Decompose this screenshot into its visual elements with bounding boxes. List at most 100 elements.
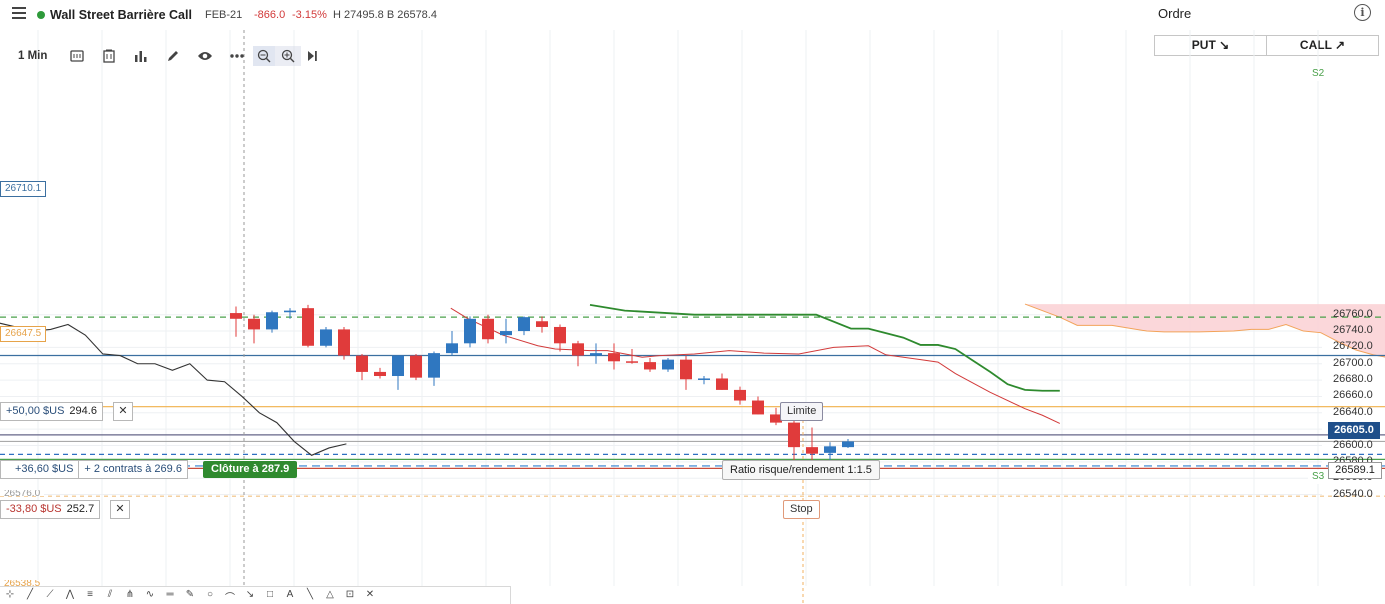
candle-body <box>590 353 602 356</box>
candle-body <box>320 329 332 346</box>
axis-tick-label: 26540.0 <box>1333 487 1373 500</box>
chart-type-icon[interactable] <box>61 46 93 66</box>
stop-tag[interactable]: Stop <box>783 500 820 519</box>
candle-body <box>374 371 386 377</box>
info-icon[interactable]: i <box>1354 4 1371 21</box>
price-change-pct: -3.15% <box>292 9 327 21</box>
s2-label: S2 <box>1308 67 1329 81</box>
green-moving-average <box>589 304 1060 392</box>
candle-body <box>446 343 458 354</box>
arrow-tool-icon[interactable]: ↘ <box>245 588 255 600</box>
position-pnl: +36,60 $US <box>15 463 74 475</box>
candle-body <box>608 353 620 362</box>
candle-body <box>266 312 278 330</box>
order-panel-title: Ordre <box>1158 6 1192 21</box>
candle-body <box>482 318 494 340</box>
market-open-indicator <box>37 11 45 19</box>
candle-body <box>626 361 638 363</box>
candle-body <box>428 353 440 378</box>
triangle-tool-icon[interactable]: △ <box>326 588 334 600</box>
indicators-icon[interactable] <box>125 46 157 66</box>
fib-tool-icon[interactable]: ≡ <box>87 588 93 600</box>
candle-body <box>500 331 512 336</box>
instrument-name[interactable]: Wall Street Barrière Call <box>50 8 192 22</box>
position-box[interactable]: +36,60 $US + 2 contrats à 269.6 <box>0 460 188 479</box>
candle-body <box>752 400 764 415</box>
close-position-button[interactable]: Clôture à 287.9 <box>203 461 298 478</box>
high-low-label: H 27495.8 B 26578.4 <box>333 9 437 21</box>
line-tool-icon[interactable]: ╲ <box>306 588 314 600</box>
candle-body <box>824 446 836 453</box>
template-icon[interactable] <box>93 46 125 66</box>
zoom-out-icon[interactable] <box>253 46 276 66</box>
candle-body <box>248 318 260 330</box>
hamburger-menu-icon[interactable] <box>12 7 26 19</box>
cursor-tool-icon[interactable]: ⊹ <box>5 588 15 600</box>
measure-tool-icon[interactable]: ═ <box>166 588 174 600</box>
channel-tool-icon[interactable]: ⫽ <box>107 588 113 600</box>
text-tool-icon[interactable]: A <box>286 588 294 600</box>
rectangle-tool-icon[interactable]: □ <box>266 588 274 600</box>
orange-level-tag[interactable]: 26647.5 <box>0 326 47 342</box>
current-price-badge: 26605.0 <box>1328 422 1380 439</box>
blue-level-tag[interactable]: 26710.1 <box>0 181 47 197</box>
ellipse-tool-icon[interactable]: ○ <box>206 588 214 600</box>
eye-icon[interactable] <box>189 46 221 66</box>
stop-pnl: -33,80 $US <box>6 503 62 515</box>
candle-body <box>806 447 818 454</box>
limit-close-button[interactable]: ✕ <box>113 402 133 421</box>
drawing-toolbar: ⊹ ╱ ⟋ ⋀ ≡ ⫽ ⋔ ∿ ═ ✎ ○ ⌒ ↘ □ A ╲ △ ⊡ ✕ <box>0 586 511 604</box>
jump-to-end-icon[interactable] <box>301 46 323 66</box>
limit-pnl: +50,00 $US <box>6 405 65 417</box>
axis-tick-label: 26680.0 <box>1333 373 1373 386</box>
limit-order-box[interactable]: +50,00 $US 294.6 <box>0 402 103 421</box>
candle-body <box>230 313 242 319</box>
black-moving-average <box>0 322 347 456</box>
zoom-in-icon[interactable] <box>275 46 302 66</box>
chart-toolbar: 1 Min <box>10 44 323 68</box>
candle-body <box>734 389 746 401</box>
more-icon[interactable] <box>221 46 253 66</box>
delete-tool-icon[interactable]: ✕ <box>365 588 375 600</box>
candle-body <box>392 355 404 377</box>
candle-body <box>842 441 854 448</box>
candle-body <box>518 317 530 332</box>
candle-body <box>302 308 314 346</box>
candle-body <box>680 359 692 380</box>
entry-price-badge: 26589.1 <box>1328 462 1382 479</box>
cloud-boundary-line <box>1024 303 1385 358</box>
brush-tool-icon[interactable]: ✎ <box>185 588 195 600</box>
trend-line-tool-icon[interactable]: ╱ <box>26 588 34 600</box>
ray-tool-icon[interactable]: ⟋ <box>46 588 54 600</box>
put-button[interactable]: PUT ↘ <box>1155 36 1267 55</box>
stop-close-button[interactable]: ✕ <box>110 500 130 519</box>
candle-body <box>698 378 710 380</box>
limit-tag[interactable]: Limite <box>780 402 824 421</box>
candle-body <box>554 326 566 344</box>
arc-tool-icon[interactable]: ⌒ <box>225 592 235 604</box>
zigzag-tool-icon[interactable]: ⋀ <box>65 588 75 600</box>
candle-body <box>464 318 476 344</box>
put-call-toggle: PUT ↘ CALL ↗ <box>1154 35 1379 56</box>
pencil-icon[interactable] <box>157 46 189 66</box>
candle-body <box>788 422 800 448</box>
lock-tool-icon[interactable]: ⊡ <box>345 588 355 600</box>
candle-body <box>536 321 548 327</box>
top-bar: Wall Street Barrière Call FEB-21 -866.0 … <box>0 0 1385 30</box>
wave-tool-icon[interactable]: ∿ <box>145 588 155 600</box>
axis-tick-label: 26600.0 <box>1333 438 1373 451</box>
red-moving-average <box>450 307 1061 424</box>
call-button[interactable]: CALL ↗ <box>1299 38 1346 52</box>
axis-tick-label: 26700.0 <box>1333 356 1373 369</box>
candle-body <box>410 355 422 378</box>
stop-order-box[interactable]: -33,80 $US 252.7 <box>0 500 101 519</box>
candle-body <box>662 359 674 370</box>
pitchfork-tool-icon[interactable]: ⋔ <box>125 588 135 600</box>
timeframe-selector[interactable]: 1 Min <box>18 50 48 62</box>
candle-body <box>356 355 368 372</box>
candle-body <box>644 362 656 370</box>
stop-price: 252.7 <box>66 503 95 515</box>
s3-label: S3 <box>1308 470 1329 484</box>
candle-body <box>770 414 782 423</box>
